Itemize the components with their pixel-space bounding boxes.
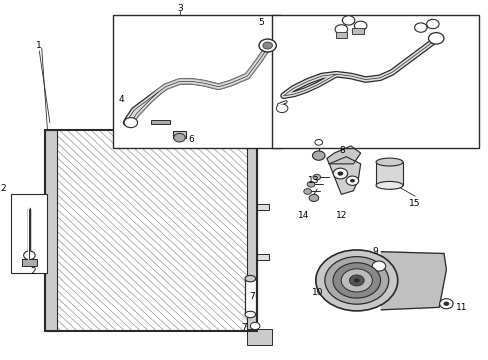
Circle shape bbox=[439, 299, 452, 309]
Ellipse shape bbox=[375, 158, 402, 166]
Circle shape bbox=[276, 104, 287, 113]
Bar bbox=[151, 120, 170, 125]
Circle shape bbox=[371, 261, 385, 271]
Text: 2: 2 bbox=[30, 267, 36, 276]
Text: 9: 9 bbox=[371, 247, 377, 256]
Circle shape bbox=[306, 181, 314, 187]
Bar bbox=[45, 130, 257, 330]
Circle shape bbox=[337, 171, 343, 176]
Circle shape bbox=[314, 139, 322, 145]
Circle shape bbox=[426, 19, 438, 29]
Circle shape bbox=[259, 39, 276, 52]
Circle shape bbox=[443, 302, 448, 306]
Bar bbox=[45, 130, 257, 330]
Bar bbox=[247, 329, 271, 345]
Ellipse shape bbox=[244, 275, 255, 282]
Circle shape bbox=[308, 194, 318, 202]
Bar bbox=[247, 130, 257, 330]
Circle shape bbox=[414, 23, 426, 32]
Text: 5: 5 bbox=[258, 18, 263, 27]
Polygon shape bbox=[328, 157, 360, 194]
Circle shape bbox=[349, 179, 354, 183]
Circle shape bbox=[349, 275, 364, 286]
Bar bbox=[112, 15, 281, 148]
Ellipse shape bbox=[375, 181, 402, 189]
Text: 15: 15 bbox=[408, 199, 420, 208]
Circle shape bbox=[332, 168, 347, 179]
Ellipse shape bbox=[244, 311, 255, 318]
Circle shape bbox=[315, 250, 397, 311]
Bar bbox=[45, 130, 57, 330]
Polygon shape bbox=[326, 146, 360, 164]
Circle shape bbox=[124, 118, 137, 128]
Circle shape bbox=[250, 322, 260, 329]
Circle shape bbox=[312, 151, 325, 160]
Text: 8: 8 bbox=[339, 146, 345, 155]
Text: 1: 1 bbox=[36, 41, 42, 50]
Bar bbox=[271, 15, 478, 148]
Circle shape bbox=[341, 269, 371, 292]
Text: 7: 7 bbox=[241, 323, 247, 332]
Circle shape bbox=[332, 263, 380, 298]
Circle shape bbox=[353, 278, 359, 283]
Circle shape bbox=[173, 134, 185, 142]
Text: 13: 13 bbox=[307, 176, 319, 185]
Bar bbox=[257, 204, 268, 210]
Circle shape bbox=[427, 33, 443, 44]
Bar bbox=[257, 254, 268, 260]
Circle shape bbox=[23, 251, 35, 260]
Text: 7: 7 bbox=[249, 292, 255, 301]
Circle shape bbox=[354, 21, 366, 31]
Text: 2: 2 bbox=[0, 184, 5, 193]
Bar bbox=[352, 28, 363, 34]
Circle shape bbox=[303, 189, 311, 194]
Text: 6: 6 bbox=[188, 135, 194, 144]
Polygon shape bbox=[381, 252, 446, 310]
Circle shape bbox=[342, 16, 354, 25]
Circle shape bbox=[346, 176, 358, 185]
Bar bbox=[172, 131, 186, 138]
Bar bbox=[22, 259, 37, 266]
Bar bbox=[335, 32, 346, 38]
Text: 11: 11 bbox=[455, 303, 467, 312]
Bar bbox=[11, 194, 47, 273]
Circle shape bbox=[312, 174, 320, 180]
Text: 14: 14 bbox=[298, 211, 309, 220]
Bar bbox=[375, 162, 402, 185]
Text: 10: 10 bbox=[311, 288, 323, 297]
Text: 12: 12 bbox=[335, 211, 346, 220]
Circle shape bbox=[334, 25, 347, 34]
Text: 4: 4 bbox=[118, 95, 124, 104]
Circle shape bbox=[263, 42, 272, 49]
Circle shape bbox=[324, 257, 388, 304]
Text: 3: 3 bbox=[177, 4, 183, 13]
Bar bbox=[244, 279, 255, 315]
